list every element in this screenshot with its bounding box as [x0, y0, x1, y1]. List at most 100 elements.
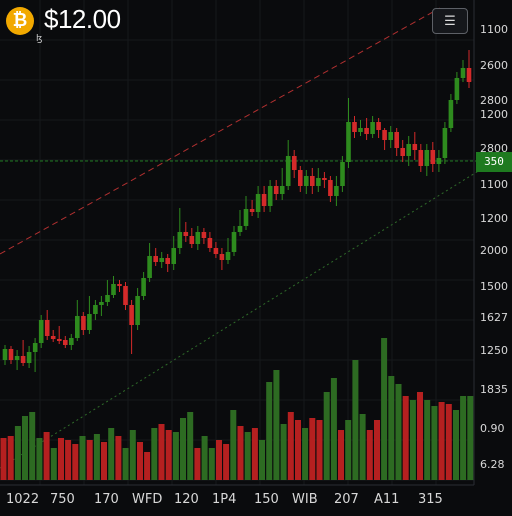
list-menu-button[interactable]: ☰ — [432, 8, 468, 34]
volume-bar — [323, 392, 330, 480]
candle — [370, 116, 375, 138]
volume-bar — [445, 404, 452, 480]
volume-bar — [244, 432, 251, 480]
candle — [400, 140, 405, 162]
candle — [165, 254, 170, 272]
volume-bar — [316, 420, 323, 480]
candle — [189, 228, 195, 248]
volume-bar — [259, 440, 265, 480]
volume-bar — [29, 412, 36, 480]
candle — [147, 243, 152, 282]
volume-bar — [309, 418, 316, 480]
candle — [448, 94, 454, 132]
x-axis-label: A11 — [374, 492, 399, 507]
candle — [135, 288, 140, 330]
candle — [304, 170, 309, 194]
volume-bar — [366, 430, 373, 480]
candle — [249, 200, 255, 216]
candle-body — [189, 236, 195, 244]
candle-body — [111, 284, 116, 295]
candle — [50, 330, 56, 342]
candle — [117, 280, 122, 292]
candle-body — [346, 122, 351, 162]
candle — [87, 296, 92, 334]
volume-bar — [266, 382, 273, 480]
candle-body — [207, 238, 213, 248]
candle-body — [376, 122, 381, 130]
volume-bar — [172, 432, 179, 480]
candle — [8, 346, 14, 364]
bitcoin-icon: ₿ — [6, 7, 34, 35]
y-axis-label: 2600 — [480, 59, 508, 72]
candle-body — [171, 248, 176, 264]
candles — [2, 50, 472, 372]
volume-bar — [115, 436, 122, 480]
candle — [44, 310, 50, 340]
candle-body — [460, 68, 466, 78]
candle — [466, 50, 472, 88]
candle — [219, 248, 225, 270]
candle — [316, 168, 321, 192]
candle-body — [213, 248, 219, 254]
y-axis-label: 1100 — [480, 23, 508, 36]
candle-body — [69, 338, 74, 345]
candle-body — [14, 356, 20, 360]
y-axis-label: 2800 — [480, 94, 508, 107]
candle — [267, 180, 273, 212]
sub-label: ɮ — [36, 34, 43, 44]
candle — [231, 226, 237, 256]
candle-body — [418, 150, 424, 166]
volume-bar — [352, 360, 359, 480]
volume-bar — [287, 412, 294, 480]
volume-bar — [374, 420, 380, 480]
volume-bar — [388, 376, 395, 480]
candle — [183, 222, 189, 242]
grid-lines — [0, 0, 474, 485]
candle — [57, 326, 62, 344]
volume-bars — [0, 338, 474, 480]
candle — [424, 144, 430, 176]
volume-bar — [201, 436, 208, 480]
volume-bar — [460, 396, 467, 480]
volume-bar — [381, 338, 388, 480]
y-axis-label: 1200 — [480, 108, 508, 121]
candle — [430, 142, 436, 172]
candle — [105, 280, 110, 306]
candle — [442, 122, 448, 164]
candle — [123, 282, 128, 310]
volume-bar — [237, 426, 244, 480]
y-axis-label: 1100 — [480, 178, 508, 191]
candle — [273, 180, 279, 200]
candle — [153, 248, 158, 266]
volume-bar — [22, 416, 28, 480]
y-axis-label: 1200 — [480, 212, 508, 225]
candle-body — [430, 150, 436, 164]
candle-body — [63, 340, 68, 345]
candle — [63, 336, 68, 348]
candle-body — [44, 320, 50, 336]
volume-bar — [431, 406, 438, 480]
candle-body — [99, 302, 104, 305]
candle-body — [304, 176, 309, 186]
candle — [14, 350, 20, 370]
candle — [2, 345, 8, 365]
candle-body — [159, 258, 164, 262]
volume-bar — [101, 442, 107, 480]
candle — [279, 168, 285, 200]
candle-body — [298, 170, 303, 186]
volume-bar — [36, 438, 43, 480]
candle — [285, 140, 291, 190]
volume-bar — [402, 396, 409, 480]
candle — [261, 186, 267, 212]
volume-bar — [122, 448, 129, 480]
candle — [81, 312, 86, 335]
volume-bar — [165, 430, 172, 480]
volume-bar — [108, 428, 115, 480]
volume-bar — [50, 448, 57, 480]
candle-body — [117, 284, 122, 286]
candle — [298, 166, 303, 192]
candle — [93, 300, 98, 320]
candle-body — [219, 254, 225, 260]
